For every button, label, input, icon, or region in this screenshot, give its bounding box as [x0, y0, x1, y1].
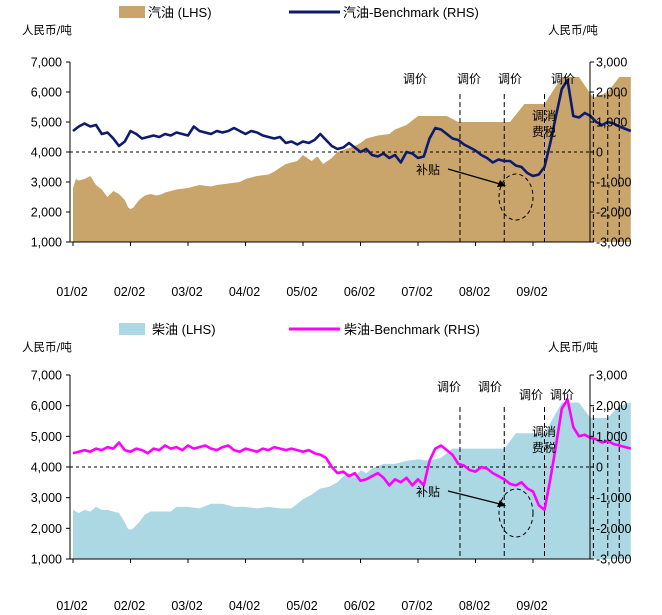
legend-label-diesel-line: 柴油-Benchmark (RHS)	[344, 322, 480, 337]
annotation-price-adjust-3: 调价	[519, 388, 543, 402]
left-tick-label: 4,000	[31, 461, 62, 475]
left-tick-label: 3,000	[31, 176, 62, 190]
x-tick-label: 07/02	[401, 599, 432, 613]
annotation-excise-tax: 调消费税	[532, 109, 556, 139]
annotation-price-adjust-4: 调价	[551, 72, 575, 86]
legend-label-gasoline-line: 汽油-Benchmark (RHS)	[343, 5, 479, 20]
subsidy-ellipse	[498, 173, 534, 221]
x-tick-label: 04/02	[229, 285, 260, 299]
right-tick-label: -1,000	[596, 176, 631, 190]
left-tick-label: 7,000	[31, 369, 62, 383]
x-tick-label: 09/02	[516, 285, 547, 299]
subsidy-ellipse	[498, 488, 534, 538]
x-tick-label: 03/02	[171, 599, 202, 613]
x-tick-label: 09/02	[516, 599, 547, 613]
subsidy-arrowhead	[497, 500, 506, 507]
gasoline-area-layer	[73, 77, 631, 242]
right-tick-label: -2,000	[596, 522, 631, 536]
annotation-price-adjust-1: 调价	[437, 380, 461, 394]
legend-label-gasoline-area: 汽油 (LHS)	[148, 5, 212, 20]
right-tick-label: 0	[596, 461, 603, 475]
right-tick-label: 2,000	[596, 86, 627, 100]
benchmark-line	[72, 78, 632, 178]
left-tick-label: 6,000	[31, 86, 62, 100]
x-tick-label: 01/02	[56, 599, 87, 613]
left-tick-label: 1,000	[31, 236, 62, 250]
right-tick-label: -2,000	[596, 206, 631, 220]
annotation-price-adjust-1: 调价	[403, 72, 427, 86]
left-tick-label: 4,000	[31, 146, 62, 160]
left-axis-unit: 人民币/吨	[22, 23, 72, 37]
x-tick-label: 04/02	[229, 599, 260, 613]
legend-swatch-diesel-area	[119, 323, 145, 335]
left-tick-label: 2,000	[31, 522, 62, 536]
annotation-price-adjust-2: 调价	[478, 380, 502, 394]
x-tick-label: 07/02	[401, 285, 432, 299]
right-tick-label: 3,000	[596, 369, 627, 383]
left-axis-unit: 人民币/吨	[22, 340, 72, 354]
right-tick-label: -3,000	[596, 553, 631, 567]
annotation-price-adjust-2: 调价	[457, 72, 481, 86]
area-series-fill	[73, 402, 631, 559]
right-tick-label: 1,000	[596, 430, 627, 444]
annotation-price-adjust-4: 调价	[550, 388, 574, 402]
annotation-subsidy: 补贴	[416, 163, 440, 177]
right-tick-label: 2,000	[596, 399, 627, 413]
left-tick-label: 5,000	[31, 116, 62, 130]
x-tick-label: 05/02	[286, 285, 317, 299]
left-tick-label: 1,000	[31, 553, 62, 567]
diesel-benchmark-line-layer	[72, 398, 632, 512]
right-axis-unit: 人民币/吨	[548, 340, 598, 354]
x-tick-label: 06/02	[344, 285, 375, 299]
subsidy-arrowhead	[497, 180, 506, 187]
gasoline-axis-ticks: 1,000 2,000 3,000 4,000 5,000 6,000 7,000 -3,00…	[31, 56, 632, 300]
x-tick-label: 08/02	[459, 599, 490, 613]
x-tick-label: 08/02	[459, 285, 490, 299]
right-tick-label: -1,000	[596, 491, 631, 505]
subsidy-arrow	[447, 168, 501, 185]
right-axis-unit: 人民币/吨	[548, 23, 598, 37]
x-tick-label: 03/02	[171, 285, 202, 299]
diesel-event-markers	[459, 407, 620, 559]
area-series-fill	[73, 77, 631, 242]
x-tick-label: 02/02	[114, 599, 145, 613]
subsidy-arrow	[447, 490, 501, 505]
x-tick-label: 06/02	[344, 599, 375, 613]
left-tick-label: 7,000	[31, 56, 62, 70]
diesel-panel: 柴油 (LHS) 柴油-Benchmark (RHS) 人民币/吨 人民币/吨 …	[22, 322, 631, 613]
diesel-area-layer	[73, 402, 631, 559]
legend-swatch-gasoline-area	[119, 6, 145, 18]
annotation-price-adjust-3: 调价	[498, 72, 522, 86]
x-tick-label: 05/02	[286, 599, 317, 613]
annotation-excise-tax: 调消费税	[532, 425, 556, 455]
right-tick-label: 0	[596, 146, 603, 160]
benchmark-line	[72, 398, 632, 512]
x-tick-label: 01/02	[56, 285, 87, 299]
gasoline-panel: 汽油 (LHS) 汽油-Benchmark (RHS) 人民币/吨 人民币/吨 …	[22, 5, 631, 299]
right-tick-label: -3,000	[596, 236, 631, 250]
diesel-axis-ticks: 1,000 2,000 3,000 4,000 5,000 6,000 7,000 -3,00…	[31, 369, 632, 614]
x-tick-label: 02/02	[114, 285, 145, 299]
right-tick-label: 3,000	[596, 56, 627, 70]
legend-label-diesel-area: 柴油 (LHS)	[152, 322, 216, 337]
right-tick-label: 1,000	[596, 116, 627, 130]
left-tick-label: 2,000	[31, 206, 62, 220]
left-tick-label: 6,000	[31, 399, 62, 413]
annotation-subsidy: 补贴	[416, 485, 440, 499]
gasoline-benchmark-line-layer	[72, 78, 632, 178]
left-tick-label: 3,000	[31, 491, 62, 505]
left-tick-label: 5,000	[31, 430, 62, 444]
